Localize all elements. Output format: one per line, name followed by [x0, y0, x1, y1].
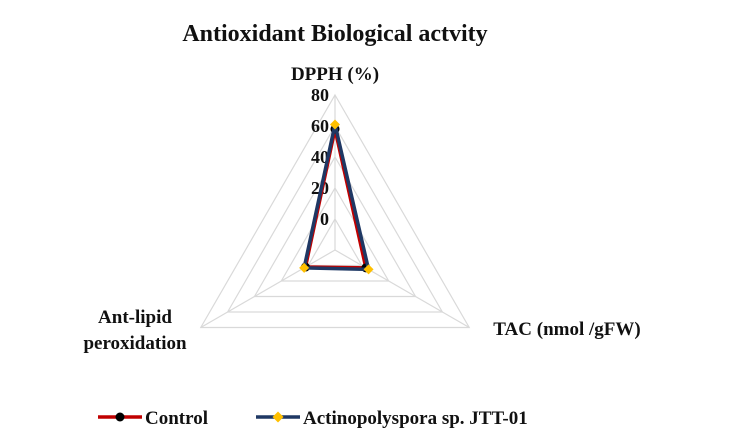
grid-ring-4 — [226, 124, 444, 313]
axis-label-0-line-0: DPPH (%) — [291, 64, 379, 85]
axis-labels: DPPH (%) TAC (nmol /gFW) Ant-lipid peroxida… — [83, 64, 640, 354]
axis-label-1-line-0: TAC (nmol /gFW) — [493, 319, 640, 340]
series-1-point-1 — [363, 264, 374, 275]
axis-label-2-line-1: peroxidation — [83, 333, 187, 354]
grid-ring-5 — [199, 93, 471, 329]
legend-item-control: Control — [98, 408, 208, 429]
legend-swatch-control-marker — [115, 412, 125, 422]
grid-spoke-1 — [334, 249, 470, 329]
grid-ring-1 — [307, 217, 363, 267]
tick-label-60: 60 — [311, 116, 329, 136]
tick-label-40: 40 — [311, 147, 329, 167]
axis-label-1: TAC (nmol /gFW) — [493, 319, 640, 340]
chart-title: Antioxidant Biological actvity — [182, 21, 487, 47]
legend: Control Actinopolyspora sp. JTT-01 — [98, 408, 528, 429]
legend-swatch-actinopolyspora-marker — [272, 411, 284, 423]
series-1-point-0 — [330, 119, 340, 130]
tick-label-80: 80 — [311, 85, 329, 105]
legend-label-actinopolyspora: Actinopolyspora sp. JTT-01 — [303, 408, 528, 429]
grid-spoke-2 — [200, 249, 336, 329]
tick-label-0: 0 — [320, 209, 329, 229]
series-1-point-2 — [299, 262, 310, 273]
axis-label-2: Ant-lipid peroxidation — [83, 307, 187, 354]
legend-item-actinopolyspora: Actinopolyspora sp. JTT-01 — [256, 408, 528, 429]
grid-ring-3 — [253, 155, 417, 298]
axis-label-2-line-0: Ant-lipid — [98, 307, 172, 328]
series-layer — [299, 119, 374, 275]
series-line-1 — [302, 122, 371, 272]
axis-label-0: DPPH (%) — [291, 64, 379, 85]
legend-label-control: Control — [145, 408, 208, 429]
